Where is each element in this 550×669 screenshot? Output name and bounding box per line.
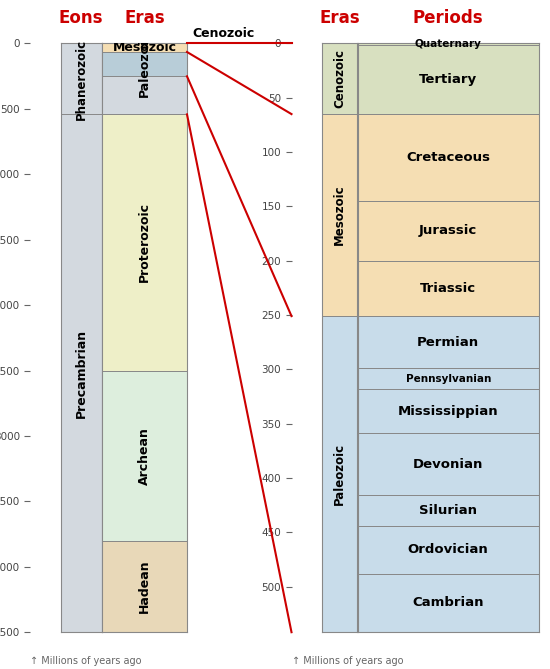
Text: Cambrian: Cambrian <box>412 596 484 609</box>
Text: Mississippian: Mississippian <box>398 405 498 417</box>
Text: Devonian: Devonian <box>413 458 483 471</box>
Text: Jurassic: Jurassic <box>419 224 477 237</box>
Text: Periods: Periods <box>413 9 483 27</box>
Text: Paleozoic: Paleozoic <box>138 31 151 97</box>
Text: Paleozoic: Paleozoic <box>333 443 346 505</box>
Text: Proterozoic: Proterozoic <box>138 203 151 282</box>
Text: Mesozoic: Mesozoic <box>112 41 177 54</box>
Text: Cenozoic: Cenozoic <box>192 27 255 40</box>
Text: Tertiary: Tertiary <box>419 74 477 86</box>
Text: Quaternary: Quaternary <box>415 39 482 50</box>
Text: Eras: Eras <box>320 9 360 27</box>
Text: Ordovician: Ordovician <box>408 543 488 556</box>
Text: Eras: Eras <box>124 9 164 27</box>
Text: Silurian: Silurian <box>419 504 477 517</box>
Text: Mesozoic: Mesozoic <box>333 185 346 246</box>
Text: Archean: Archean <box>138 427 151 484</box>
Text: Cenozoic: Cenozoic <box>333 50 346 108</box>
Text: ↑ Millions of years ago: ↑ Millions of years ago <box>30 656 142 666</box>
Text: Cretaceous: Cretaceous <box>406 151 490 164</box>
Text: Permian: Permian <box>417 336 479 349</box>
Text: Phanerozoic: Phanerozoic <box>75 38 87 120</box>
Text: Hadean: Hadean <box>138 559 151 613</box>
Text: Triassic: Triassic <box>420 282 476 295</box>
Text: Precambrian: Precambrian <box>75 328 87 418</box>
Text: ↑ Millions of years ago: ↑ Millions of years ago <box>292 656 403 666</box>
Text: Pennsylvanian: Pennsylvanian <box>405 373 491 383</box>
Text: Eons: Eons <box>59 9 103 27</box>
